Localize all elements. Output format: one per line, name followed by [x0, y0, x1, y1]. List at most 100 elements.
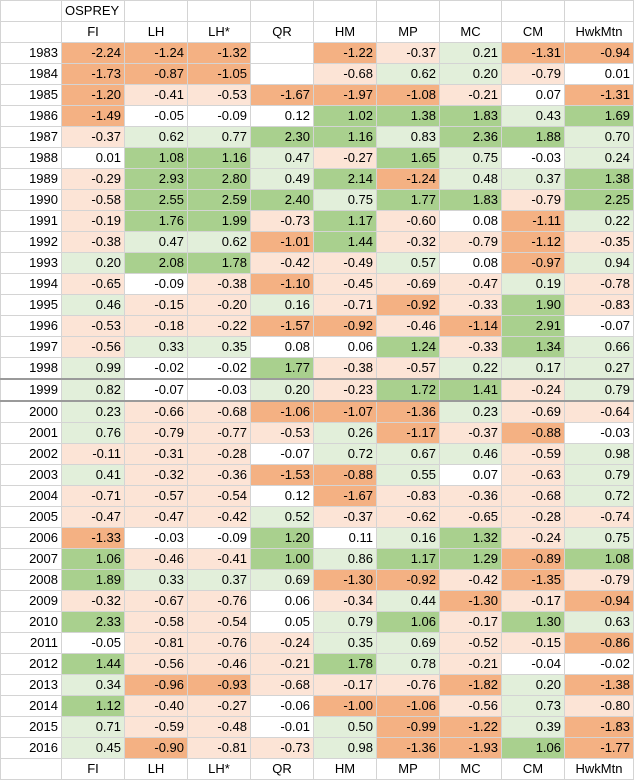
- value-cell-fi[interactable]: -0.47: [61, 506, 125, 528]
- value-cell-hm[interactable]: 0.11: [313, 527, 377, 549]
- value-cell-lh-star[interactable]: 2.59: [187, 189, 251, 211]
- year-cell[interactable]: 1988: [0, 147, 62, 169]
- value-cell-fi[interactable]: 0.46: [61, 294, 125, 316]
- value-cell-qr[interactable]: -0.42: [250, 252, 314, 274]
- column-header[interactable]: MC: [439, 758, 502, 780]
- value-cell-hm[interactable]: 2.14: [313, 168, 377, 190]
- value-cell-qr[interactable]: 0.69: [250, 569, 314, 591]
- value-cell-fi[interactable]: 1.12: [61, 695, 125, 717]
- value-cell-qr[interactable]: 2.40: [250, 189, 314, 211]
- value-cell-qr[interactable]: -1.67: [250, 84, 314, 106]
- value-cell-hwkmtn[interactable]: 0.24: [564, 147, 634, 169]
- empty-cell[interactable]: [501, 0, 565, 22]
- value-cell-hwkmtn[interactable]: 0.70: [564, 126, 634, 148]
- corner-cell[interactable]: [0, 758, 62, 780]
- value-cell-hm[interactable]: 0.35: [313, 632, 377, 654]
- value-cell-fi[interactable]: -0.11: [61, 443, 125, 465]
- value-cell-qr[interactable]: -0.53: [250, 422, 314, 444]
- value-cell-hwkmtn[interactable]: -0.07: [564, 315, 634, 337]
- value-cell-lh-star[interactable]: -0.22: [187, 315, 251, 337]
- value-cell-hwkmtn[interactable]: -0.83: [564, 294, 634, 316]
- column-header[interactable]: CM: [501, 21, 565, 43]
- empty-cell[interactable]: [187, 0, 251, 22]
- value-cell-mp[interactable]: 1.24: [376, 336, 440, 358]
- value-cell-lh[interactable]: 2.93: [124, 168, 188, 190]
- year-cell[interactable]: 1986: [0, 105, 62, 127]
- value-cell-cm[interactable]: -0.59: [501, 443, 565, 465]
- value-cell-lh-star[interactable]: -0.46: [187, 653, 251, 675]
- year-cell[interactable]: 1990: [0, 189, 62, 211]
- value-cell-lh[interactable]: -0.03: [124, 527, 188, 549]
- value-cell-lh[interactable]: -0.02: [124, 357, 188, 380]
- value-cell-mc[interactable]: 2.36: [439, 126, 502, 148]
- value-cell-hwkmtn[interactable]: 1.08: [564, 548, 634, 570]
- value-cell-qr[interactable]: [250, 63, 314, 85]
- year-cell[interactable]: 1987: [0, 126, 62, 148]
- value-cell-mc[interactable]: 0.21: [439, 42, 502, 64]
- value-cell-mp[interactable]: -0.37: [376, 42, 440, 64]
- value-cell-cm[interactable]: -0.69: [501, 400, 565, 423]
- value-cell-mc[interactable]: 0.46: [439, 443, 502, 465]
- value-cell-lh-star[interactable]: -0.38: [187, 273, 251, 295]
- value-cell-cm[interactable]: -0.24: [501, 378, 565, 402]
- value-cell-qr[interactable]: -0.06: [250, 695, 314, 717]
- value-cell-qr[interactable]: -0.73: [250, 210, 314, 232]
- value-cell-mc[interactable]: -1.30: [439, 590, 502, 612]
- year-cell[interactable]: 2011: [0, 632, 62, 654]
- value-cell-mc[interactable]: 1.29: [439, 548, 502, 570]
- value-cell-lh-star[interactable]: -0.42: [187, 506, 251, 528]
- value-cell-hwkmtn[interactable]: -0.80: [564, 695, 634, 717]
- year-cell[interactable]: 1991: [0, 210, 62, 232]
- column-header[interactable]: LH: [124, 758, 188, 780]
- value-cell-hwkmtn[interactable]: -0.35: [564, 231, 634, 253]
- year-cell[interactable]: 2002: [0, 443, 62, 465]
- year-cell[interactable]: 2008: [0, 569, 62, 591]
- value-cell-fi[interactable]: -1.49: [61, 105, 125, 127]
- value-cell-mc[interactable]: 0.08: [439, 252, 502, 274]
- value-cell-cm[interactable]: 0.17: [501, 357, 565, 380]
- value-cell-lh-star[interactable]: 0.62: [187, 231, 251, 253]
- value-cell-mp[interactable]: 1.65: [376, 147, 440, 169]
- value-cell-lh-star[interactable]: -1.05: [187, 63, 251, 85]
- value-cell-hwkmtn[interactable]: -0.03: [564, 422, 634, 444]
- value-cell-fi[interactable]: 0.01: [61, 147, 125, 169]
- year-cell[interactable]: 2010: [0, 611, 62, 633]
- value-cell-hm[interactable]: -0.23: [313, 378, 377, 402]
- value-cell-qr[interactable]: 0.12: [250, 105, 314, 127]
- value-cell-fi[interactable]: 0.41: [61, 464, 125, 486]
- value-cell-hwkmtn[interactable]: 0.98: [564, 443, 634, 465]
- value-cell-mc[interactable]: 0.23: [439, 400, 502, 423]
- column-header[interactable]: HwkMtn: [564, 21, 634, 43]
- value-cell-cm[interactable]: -0.24: [501, 527, 565, 549]
- value-cell-mc[interactable]: 1.83: [439, 105, 502, 127]
- value-cell-cm[interactable]: 0.37: [501, 168, 565, 190]
- value-cell-cm[interactable]: -0.17: [501, 590, 565, 612]
- value-cell-hwkmtn[interactable]: -0.02: [564, 653, 634, 675]
- value-cell-mc[interactable]: -0.33: [439, 294, 502, 316]
- value-cell-mp[interactable]: -0.32: [376, 231, 440, 253]
- empty-cell[interactable]: [376, 0, 440, 22]
- column-header[interactable]: HwkMtn: [564, 758, 634, 780]
- value-cell-lh[interactable]: -0.32: [124, 464, 188, 486]
- value-cell-mp[interactable]: -0.92: [376, 294, 440, 316]
- year-cell[interactable]: 1992: [0, 231, 62, 253]
- value-cell-lh[interactable]: -0.87: [124, 63, 188, 85]
- value-cell-cm[interactable]: 2.91: [501, 315, 565, 337]
- value-cell-hwkmtn[interactable]: 0.63: [564, 611, 634, 633]
- value-cell-fi[interactable]: -0.19: [61, 210, 125, 232]
- year-cell[interactable]: 2000: [0, 400, 62, 423]
- value-cell-fi[interactable]: -1.20: [61, 84, 125, 106]
- value-cell-lh-star[interactable]: 0.37: [187, 569, 251, 591]
- value-cell-fi[interactable]: -2.24: [61, 42, 125, 64]
- value-cell-hwkmtn[interactable]: -0.79: [564, 569, 634, 591]
- value-cell-mc[interactable]: 1.41: [439, 378, 502, 402]
- value-cell-fi[interactable]: -0.56: [61, 336, 125, 358]
- value-cell-hwkmtn[interactable]: 0.79: [564, 464, 634, 486]
- value-cell-hwkmtn[interactable]: 0.72: [564, 485, 634, 507]
- column-header[interactable]: HM: [313, 21, 377, 43]
- value-cell-lh[interactable]: -0.57: [124, 485, 188, 507]
- value-cell-mc[interactable]: -1.82: [439, 674, 502, 696]
- value-cell-cm[interactable]: -0.63: [501, 464, 565, 486]
- value-cell-mp[interactable]: 0.16: [376, 527, 440, 549]
- value-cell-hm[interactable]: 1.16: [313, 126, 377, 148]
